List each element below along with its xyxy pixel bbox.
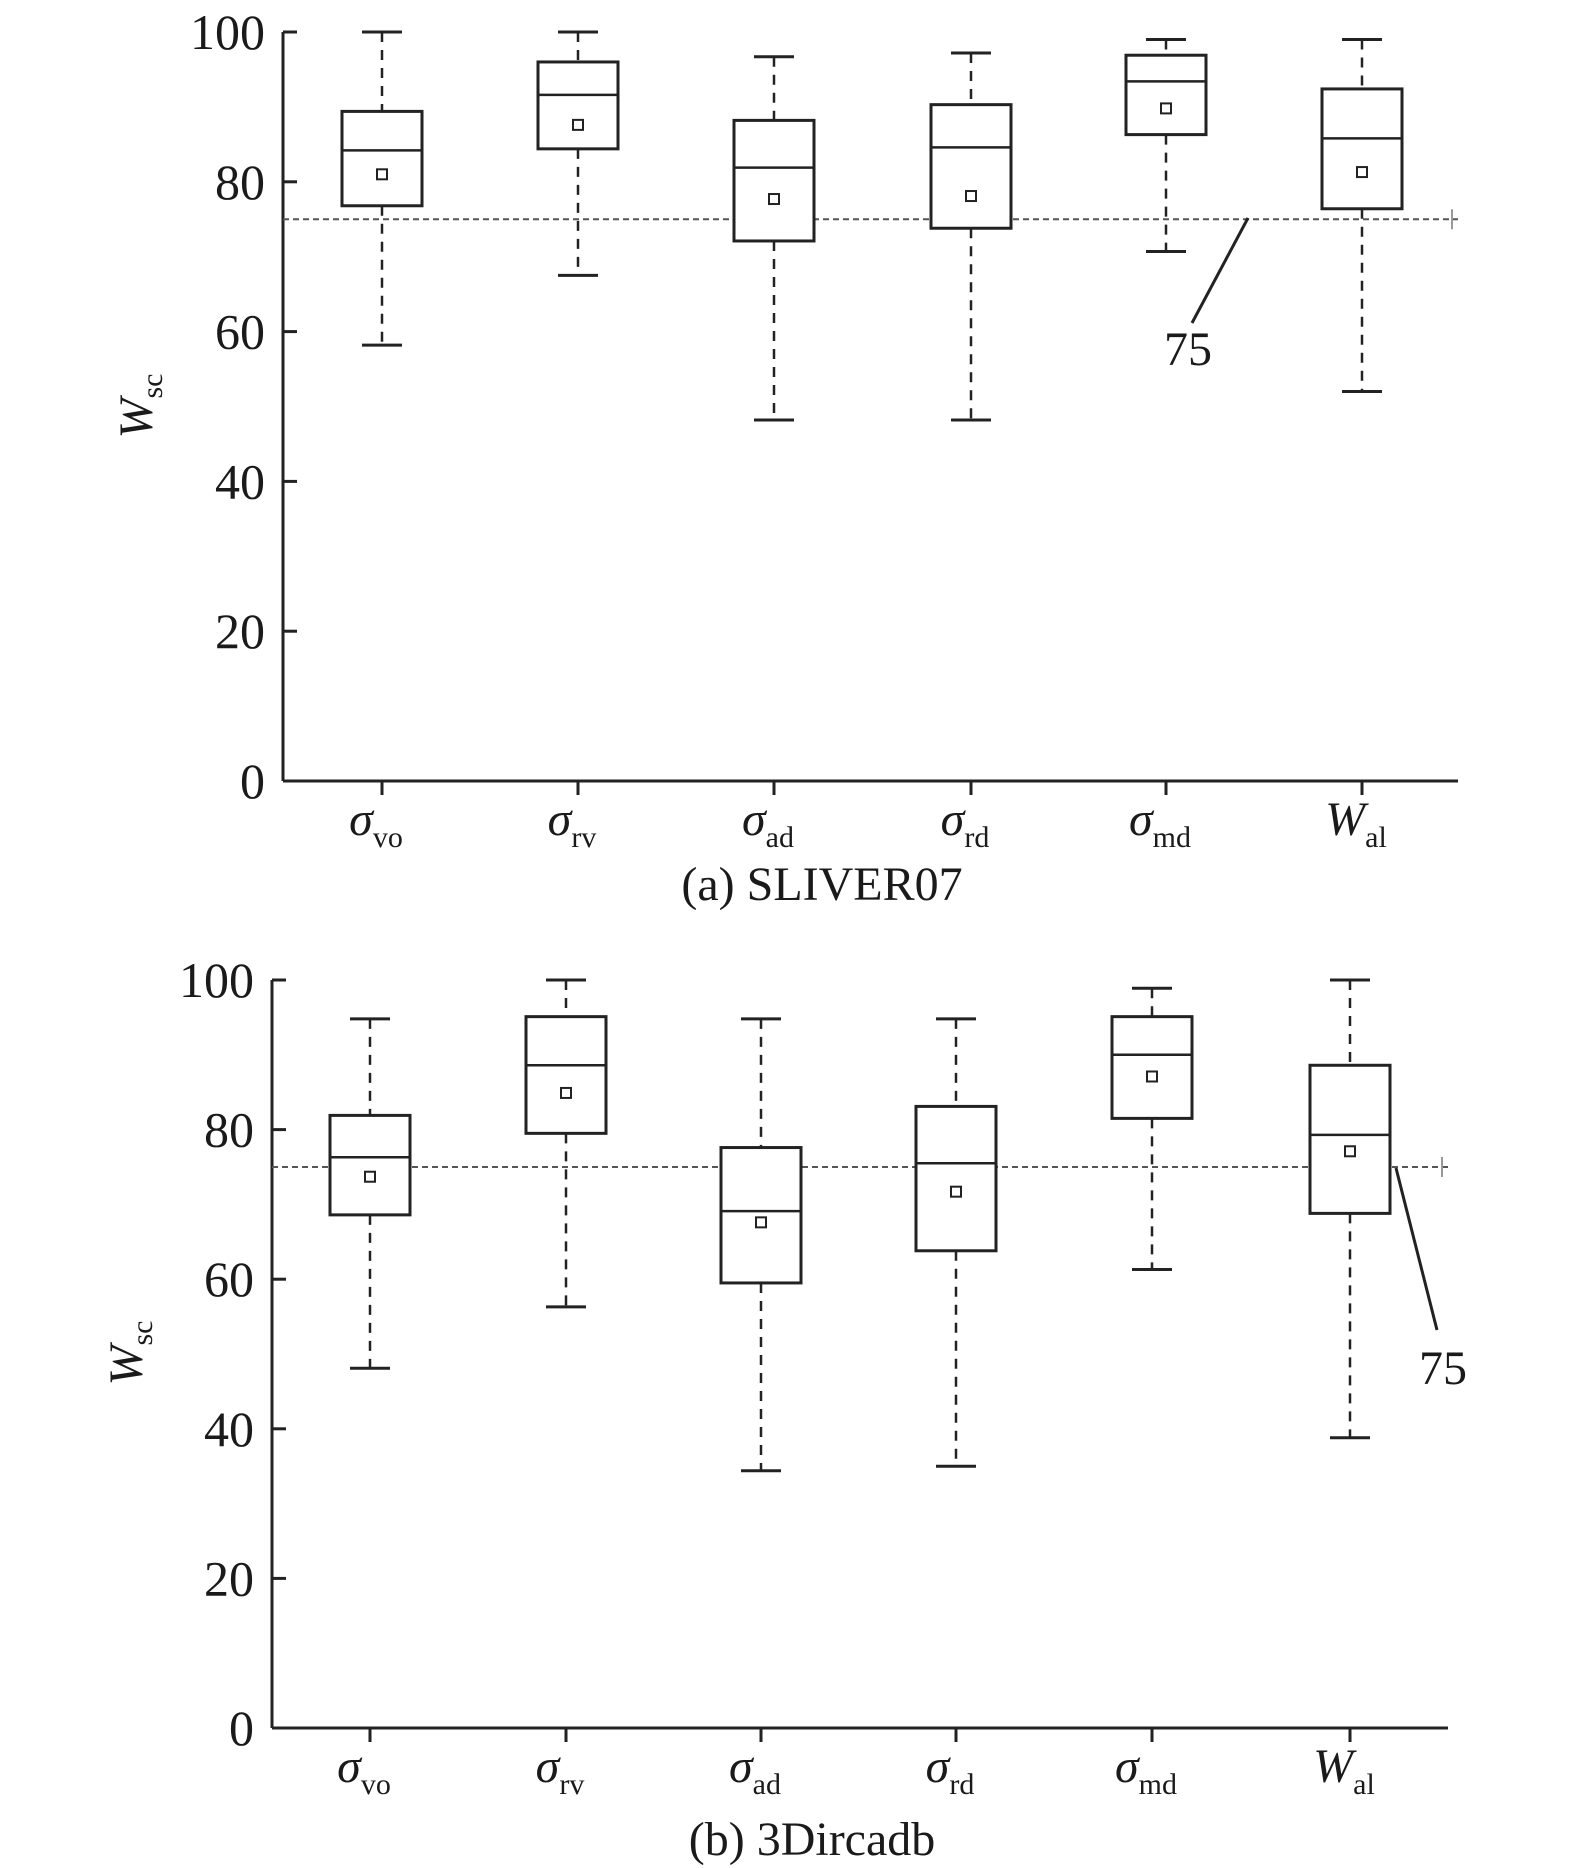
panel-caption: (a) SLIVER07 <box>681 858 962 911</box>
iqr-box <box>719 1146 803 1285</box>
x-tick-label: σvo <box>337 1740 391 1801</box>
mean-marker <box>364 1170 376 1183</box>
box-plot <box>719 1017 803 1473</box>
iqr-box <box>524 1015 608 1135</box>
y-tick-label: 80 <box>215 154 265 210</box>
mean-marker <box>1344 1145 1356 1158</box>
box-plot <box>732 55 816 422</box>
mean-marker <box>768 193 780 206</box>
box-plot <box>1308 978 1392 1440</box>
y-tick-label: 0 <box>229 1700 254 1756</box>
callout-line <box>1190 217 1250 324</box>
box-plot <box>328 1017 412 1370</box>
panel-3dircadb: 0 20 40 60 80 100 σvo σrv σad σrd σmd Wal 75 Wsc (… <box>100 952 1467 1866</box>
x-tick-label: σvo <box>349 793 403 854</box>
y-tick-label: 100 <box>190 4 265 60</box>
box-plot <box>524 978 608 1309</box>
y-tick-label: 40 <box>204 1401 254 1457</box>
mean-marker <box>1146 1070 1158 1083</box>
mean-marker <box>1356 166 1368 179</box>
iqr-box <box>1110 1015 1194 1120</box>
box-plots <box>328 978 1392 1473</box>
iqr-box <box>328 1113 412 1217</box>
y-axis: 0 20 40 60 80 100 <box>190 4 297 809</box>
box-plot <box>1110 986 1194 1271</box>
box-plot <box>536 30 620 277</box>
y-axis-label: Wsc <box>100 1321 159 1386</box>
x-axis: σvo σrv σad σrd σmd Wal <box>283 779 1458 854</box>
box-plot <box>914 1017 998 1468</box>
x-tick-label: Wal <box>1313 1740 1375 1801</box>
iqr-box <box>1308 1063 1392 1215</box>
callout-line <box>1394 1167 1439 1331</box>
box-plot <box>340 30 424 347</box>
iqr-box <box>536 60 620 151</box>
x-tick-label: σrv <box>548 793 597 854</box>
panel-sliver07: 0 20 40 60 80 100 σvo σrv σad σrd σmd Wal 75 Wsc (… <box>110 4 1458 911</box>
mean-marker <box>950 1185 962 1198</box>
reference-line: 75 <box>272 1157 1467 1395</box>
mean-marker <box>572 118 584 131</box>
iqr-box <box>1124 53 1208 137</box>
y-tick-label: 80 <box>204 1102 254 1158</box>
box-plot <box>1320 37 1404 394</box>
y-tick-label: 100 <box>179 952 254 1008</box>
y-tick-label: 0 <box>240 753 265 809</box>
x-tick-label: σrd <box>926 1740 975 1801</box>
x-tick-label: σad <box>729 1740 781 1801</box>
mean-marker <box>755 1216 767 1229</box>
reference-line-label: 75 <box>1164 323 1212 376</box>
mean-marker <box>965 190 977 203</box>
reference-line-label: 75 <box>1419 1342 1467 1395</box>
x-tick-label: Wal <box>1325 793 1387 854</box>
x-tick-label: σad <box>742 793 794 854</box>
iqr-box <box>340 109 424 208</box>
x-tick-label: σmd <box>1129 793 1191 854</box>
iqr-box <box>732 118 816 243</box>
panel-caption: (b) 3Dircadb <box>689 1813 936 1866</box>
box-plot <box>1124 37 1208 253</box>
mean-marker <box>1160 102 1172 115</box>
y-tick-label: 20 <box>204 1550 254 1606</box>
y-tick-label: 60 <box>204 1251 254 1307</box>
y-tick-label: 60 <box>215 304 265 360</box>
iqr-box <box>929 103 1013 230</box>
reference-line: 75 <box>283 209 1458 376</box>
box-plots <box>340 30 1404 422</box>
y-tick-label: 40 <box>215 453 265 509</box>
iqr-box <box>914 1104 998 1253</box>
x-tick-label: σrd <box>941 793 990 854</box>
mean-marker <box>376 168 388 181</box>
y-tick-label: 20 <box>215 603 265 659</box>
x-axis: σvo σrv σad σrd σmd Wal <box>272 1726 1448 1801</box>
x-tick-label: σmd <box>1115 1740 1177 1801</box>
mean-marker <box>560 1086 572 1099</box>
x-tick-label: σrv <box>536 1740 585 1801</box>
y-axis: 0 20 40 60 80 100 <box>179 952 286 1756</box>
y-axis-label: Wsc <box>110 374 169 439</box>
box-plot <box>929 51 1013 422</box>
iqr-box <box>1320 87 1404 211</box>
